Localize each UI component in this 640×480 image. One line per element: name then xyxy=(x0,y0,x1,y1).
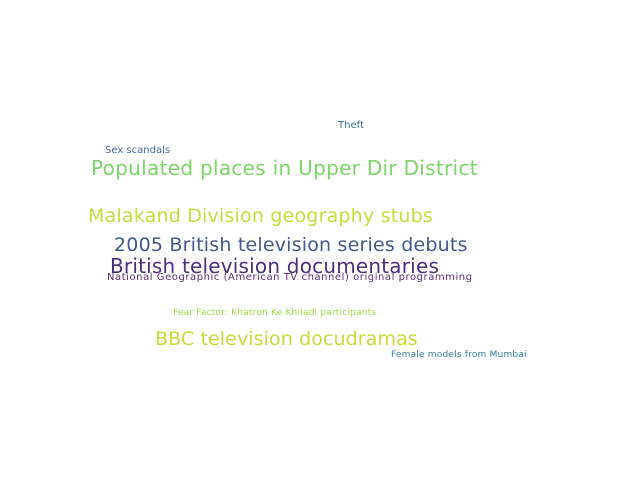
word-fear-factor-participants: Fear Factor: Khatron Ke Khiladi particip… xyxy=(173,308,377,318)
word-female-models-mumbai: Female models from Mumbai xyxy=(391,350,527,360)
word-national-geographic-programming: National Geographic (American TV channel… xyxy=(107,272,473,283)
word-malakand-division-stubs: Malakand Division geography stubs xyxy=(88,205,433,227)
word-british-television-documentaries: British television documentaries xyxy=(110,254,440,278)
word-2005-british-series-debuts: 2005 British television series debuts xyxy=(114,234,468,256)
word-theft: Theft xyxy=(338,120,364,131)
word-sex-scandals: Sex scandals xyxy=(105,145,171,156)
word-bbc-docudramas: BBC television docudramas xyxy=(155,328,418,350)
word-populated-places-upper-dir: Populated places in Upper Dir District xyxy=(91,156,478,180)
